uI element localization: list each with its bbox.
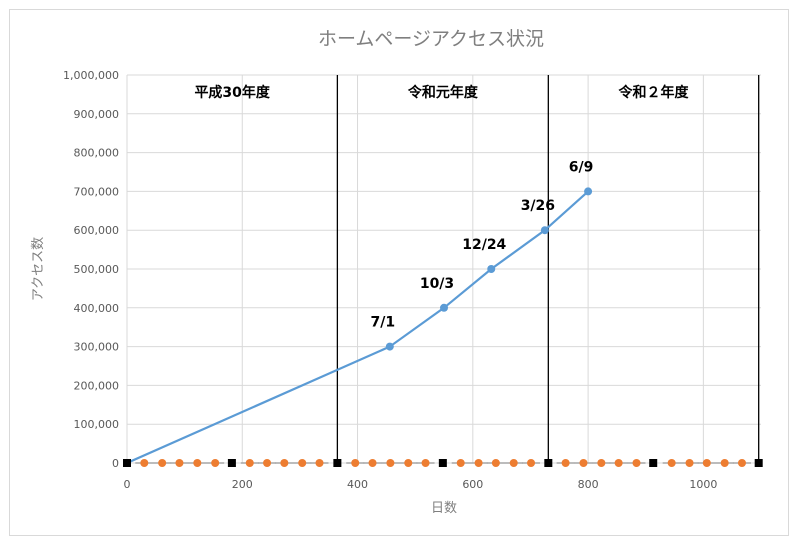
black-square-point xyxy=(649,459,658,467)
y-tick-label: 100,000 xyxy=(74,418,120,431)
orange-point xyxy=(702,459,711,467)
black-square-point xyxy=(123,459,131,467)
series-layer xyxy=(123,187,763,467)
y-tick-label: 200,000 xyxy=(74,379,120,392)
period-label: 令和２年度 xyxy=(618,84,690,101)
x-tick-label: 800 xyxy=(578,478,599,491)
orange-point xyxy=(597,459,606,467)
access-point xyxy=(440,303,448,312)
orange-point xyxy=(175,459,184,467)
access-point xyxy=(540,226,549,235)
y-tick-label: 300,000 xyxy=(74,341,120,354)
access-point xyxy=(584,187,593,196)
x-tick-label: 600 xyxy=(462,478,483,491)
orange-point xyxy=(527,459,536,467)
data-label: 3/26 xyxy=(521,198,555,214)
x-tick-label: 0 xyxy=(124,478,131,491)
orange-point xyxy=(614,459,623,467)
orange-point xyxy=(474,459,483,467)
chart-area xyxy=(9,9,789,536)
chart-title: ホームページアクセス状況 xyxy=(318,28,544,50)
black-square-point xyxy=(333,459,342,467)
y-tick-label: 600,000 xyxy=(74,224,120,237)
y-tick-label: 700,000 xyxy=(74,185,120,198)
data-label: 10/3 xyxy=(420,276,454,292)
orange-point xyxy=(386,459,395,467)
access-line xyxy=(126,190,589,465)
data-label: 6/9 xyxy=(569,159,594,175)
orange-point xyxy=(737,459,746,467)
orange-point xyxy=(158,459,167,467)
y-tick-label: 400,000 xyxy=(74,302,120,315)
orange-point xyxy=(579,459,588,467)
orange-point xyxy=(667,459,676,467)
y-tick-label: 1,000,000 xyxy=(63,69,119,82)
x-tick-label: 200 xyxy=(232,478,253,491)
data-label: 7/1 xyxy=(371,315,396,331)
orange-point xyxy=(263,459,272,467)
x-axis-title: 日数 xyxy=(431,501,457,516)
period-label: 平成30年度 xyxy=(194,84,270,101)
orange-point xyxy=(211,459,220,467)
y-tick-label: 500,000 xyxy=(74,263,120,276)
orange-point xyxy=(140,459,149,467)
data-label: 12/24 xyxy=(462,237,506,253)
orange-point xyxy=(456,459,465,467)
orange-point xyxy=(720,459,729,467)
x-tick-label: 400 xyxy=(347,478,368,491)
orange-point xyxy=(491,459,500,467)
access-point xyxy=(487,265,496,273)
orange-point xyxy=(245,459,254,467)
black-square-point xyxy=(227,459,236,467)
orange-point xyxy=(509,459,518,467)
orange-point xyxy=(404,459,413,467)
y-tick-label: 0 xyxy=(112,457,119,470)
orange-point xyxy=(315,459,324,467)
orange-point xyxy=(561,459,570,467)
gridlines xyxy=(127,74,761,463)
orange-point xyxy=(368,459,377,467)
x-tick-label: 1000 xyxy=(689,478,717,491)
orange-point xyxy=(280,459,289,467)
y-tick-label: 900,000 xyxy=(74,108,120,121)
period-label: 令和元年度 xyxy=(407,84,479,101)
black-square-point xyxy=(438,459,447,467)
fiscal-year-dividers xyxy=(336,75,760,463)
access-point xyxy=(385,342,394,351)
orange-point xyxy=(421,459,430,467)
y-axis-title: アクセス数 xyxy=(31,237,46,301)
orange-point xyxy=(298,459,307,467)
y-tick-label: 800,000 xyxy=(74,147,120,160)
orange-point xyxy=(193,459,202,467)
labels-layer: 平成30年度 令和元年度 令和２年度 7/1 10/3 12/24 3/26 6/9 xyxy=(194,84,689,331)
orange-point xyxy=(685,459,694,467)
orange-point xyxy=(632,459,641,467)
orange-point xyxy=(351,459,360,467)
black-square-point xyxy=(544,459,553,467)
axes: 0 100,000 200,000 300,000 400,000 500,000 600,… xyxy=(63,69,761,491)
black-square-point xyxy=(754,459,763,467)
